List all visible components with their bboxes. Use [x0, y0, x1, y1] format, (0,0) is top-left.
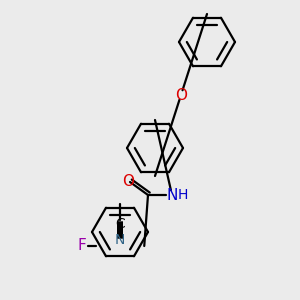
- Text: O: O: [175, 88, 187, 103]
- Text: O: O: [122, 173, 134, 188]
- Text: N: N: [166, 188, 178, 202]
- Text: C: C: [115, 217, 125, 231]
- Text: H: H: [178, 188, 188, 202]
- Text: N: N: [115, 233, 125, 247]
- Text: F: F: [77, 238, 86, 253]
